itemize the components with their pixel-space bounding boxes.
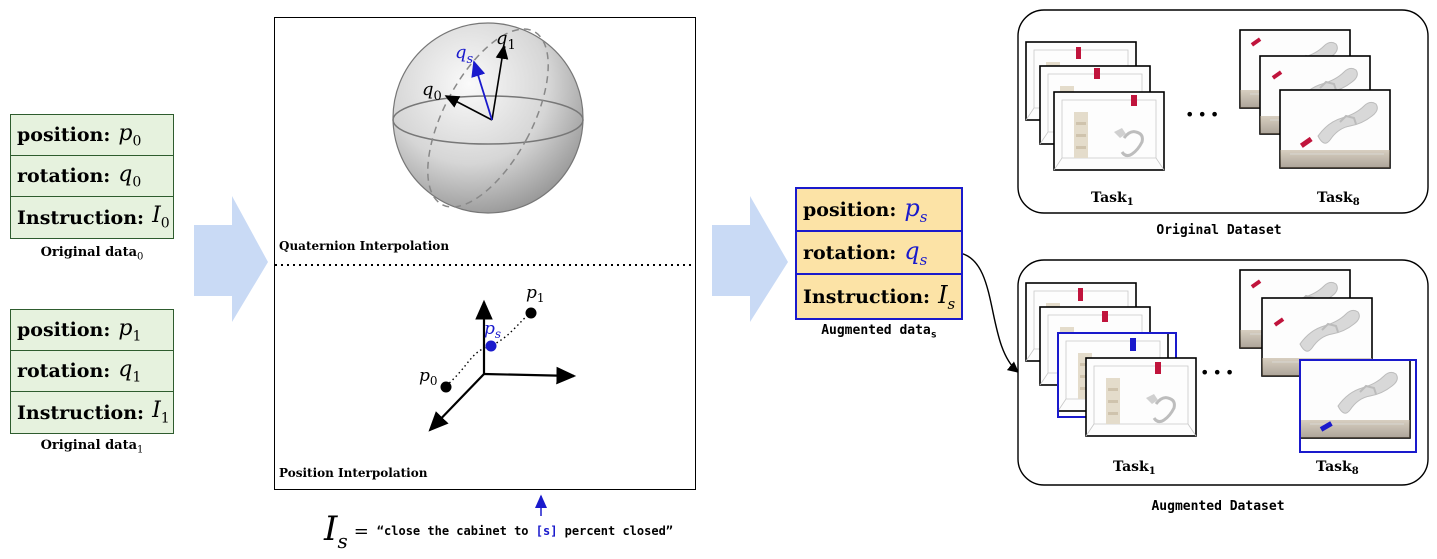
gripper-marker-augmented (1130, 338, 1136, 351)
p1-point (525, 307, 537, 319)
position-row: position: p0 (11, 115, 173, 156)
rotation-symbol: qs (904, 236, 928, 269)
qs-vector (471, 60, 493, 121)
position-row: position: p1 (11, 310, 173, 351)
position-label: position: (17, 124, 111, 146)
instruction-text: “close the cabinet to [s] percent closed… (376, 524, 674, 538)
gripper-marker (1155, 362, 1161, 374)
augmented-task1-label: Task1 (1113, 459, 1156, 477)
instruction-slot: [s] (535, 524, 558, 538)
position-label: position: (17, 319, 111, 341)
q1-label: q1 (496, 28, 516, 53)
instruction-label: Instruction: (17, 401, 145, 424)
instruction-symbol: Is (938, 280, 956, 313)
qs-label: qs (455, 42, 474, 67)
rotation-label: rotation: (803, 241, 897, 264)
equals-sign: = (353, 520, 369, 542)
gripper-marker (1094, 68, 1100, 79)
position-row: position: ps (797, 189, 961, 232)
ps-label: ps (484, 319, 501, 341)
instruction-symbol: I0 (152, 203, 170, 232)
instruction-row: Instruction: I1 (11, 392, 173, 433)
original-data-0-box: position: p0 rotation: q0 Instruction: I… (10, 114, 174, 239)
original-ellipsis: ••• (1185, 105, 1222, 124)
original-dataset-title: Original Dataset (1156, 223, 1281, 238)
gripper-marker-augmented (1319, 421, 1333, 432)
instruction-row: Instruction: Is (797, 275, 961, 318)
original-data-1-box: position: p1 rotation: q1 Instruction: I… (10, 309, 174, 434)
flow-arrow-left (194, 196, 268, 322)
gripper-marker (1076, 47, 1081, 59)
original-task1-frame-front (1052, 90, 1166, 172)
gripper-marker (1273, 317, 1285, 327)
gripper-marker (1078, 288, 1083, 301)
gripper-marker (1271, 70, 1283, 80)
instruction-label: Instruction: (17, 206, 145, 229)
augmented-data-box: position: ps rotation: qs Instruction: I… (795, 187, 963, 320)
gripper-marker (1102, 311, 1108, 322)
instruction-row: Instruction: I0 (11, 197, 173, 238)
q0-vector (444, 95, 493, 121)
rotation-row: rotation: q1 (11, 351, 173, 392)
original-task1-label: Task1 (1091, 190, 1134, 208)
position-label: position: (803, 198, 897, 221)
position-symbol: p0 (118, 120, 142, 150)
position-symbol: ps (904, 193, 928, 226)
gripper-marker (1299, 136, 1313, 148)
rotation-row: rotation: q0 (11, 156, 173, 197)
p1-label: p1 (526, 283, 545, 305)
ps-point (485, 340, 497, 352)
rotation-row: rotation: qs (797, 232, 961, 275)
augmented-ellipsis: ••• (1200, 363, 1237, 382)
position-interpolation-title: Position Interpolation (279, 466, 428, 480)
instruction-symbol: I1 (152, 398, 170, 427)
gripper-marker (1250, 37, 1262, 47)
axis-x (483, 366, 577, 385)
q1-vector (491, 44, 509, 121)
augmented-dataset-title: Augmented Dataset (1151, 499, 1284, 514)
instruction-symbol: Is (324, 509, 348, 553)
axis-y (428, 373, 485, 432)
augmented-connector (959, 252, 1020, 373)
position-path (445, 312, 532, 387)
original-data-0-caption: Original data0 (40, 245, 144, 263)
augmented-highlight-frame (1299, 359, 1417, 453)
rotation-label: rotation: (17, 360, 111, 382)
rotation-symbol: q1 (118, 356, 142, 386)
rotation-symbol: q0 (118, 161, 142, 191)
gripper-marker (1131, 95, 1137, 106)
original-task8-frame-front (1279, 89, 1391, 169)
rotation-label: rotation: (17, 165, 111, 187)
original-data-1-caption: Original data1 (40, 438, 144, 456)
p0-point (440, 381, 452, 393)
quaternion-interpolation-title: Quaternion Interpolation (279, 239, 449, 253)
instruction-label: Instruction: (803, 285, 931, 308)
augmented-task8-frame-blue (1299, 359, 1411, 439)
augmented-data-caption: Augmented datas (821, 323, 937, 341)
p0-label: p0 (419, 366, 438, 388)
gripper-marker (1250, 279, 1262, 289)
original-task8-label: Task8 (1317, 190, 1360, 208)
flow-arrow-right (712, 196, 788, 322)
augmented-task1-frame-front (1084, 356, 1198, 438)
position-symbol: p1 (118, 315, 142, 345)
q0-label: q0 (422, 79, 442, 104)
sphere-equator (392, 95, 584, 145)
instruction-template: Is = “close the cabinet to [s] percent c… (324, 508, 673, 554)
augmented-task8-label: Task8 (1316, 459, 1359, 477)
